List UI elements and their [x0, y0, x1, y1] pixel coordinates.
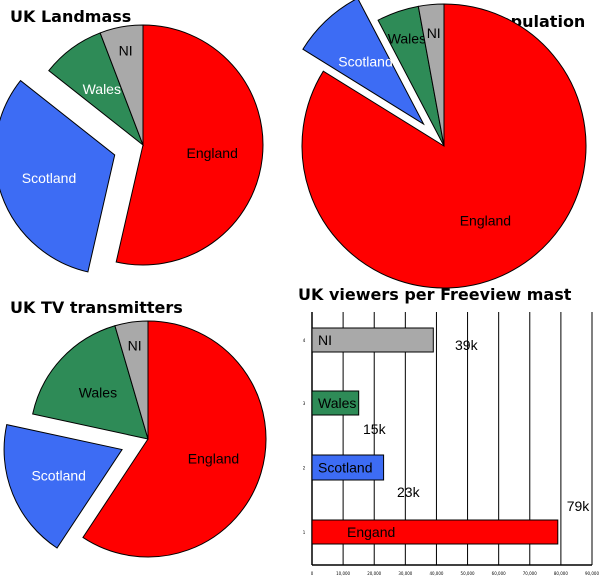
slice-label-ni: NI [128, 338, 142, 354]
slice-label-wales: Wales [83, 81, 121, 97]
value-label-wales: 15k [363, 421, 387, 437]
y-tick-label: 2 [303, 466, 306, 471]
pie-slice-scotland [0, 79, 116, 273]
slice-label-england: England [187, 145, 238, 161]
bar-label-ni: NI [318, 332, 332, 348]
bar-label-scotland: Scotland [318, 460, 372, 476]
bar-wales [311, 390, 360, 416]
pie-slice-scotland [302, 0, 425, 126]
slice-label-ni: NI [119, 43, 133, 59]
pie-slice-scotland [3, 424, 123, 549]
x-tick-label: 30,000 [398, 571, 412, 576]
landmass-pie: England Scotland Wales NI [0, 24, 264, 273]
bar-label-wales: Wales [318, 395, 356, 411]
value-label-engand: 79k [567, 498, 591, 514]
slice-label-ni: NI [427, 25, 441, 41]
transmitters-pie: England Scotland Wales NI [3, 320, 267, 558]
x-tick-label: 50,000 [461, 571, 475, 576]
x-tick-label: 70,000 [523, 571, 537, 576]
bar-engand [311, 519, 559, 545]
pie-slice-ni [114, 320, 149, 440]
pie-slice-ni [99, 24, 144, 146]
value-label-ni: 39k [455, 337, 479, 353]
x-tick-label: 20,000 [367, 571, 381, 576]
x-tick-label: 40,000 [429, 571, 443, 576]
slice-label-scotland: Scotland [22, 170, 76, 186]
pie-slice-england [82, 320, 267, 558]
pie-slice-ni [417, 3, 445, 147]
pie-slice-wales [32, 325, 149, 440]
slice-label-england: England [188, 451, 239, 467]
slice-label-scotland: Scotland [31, 467, 85, 483]
y-tick-label: 3 [303, 401, 306, 406]
viewers-bar-chart: 0 10,000 20,000 30,000 40,000 50,000 60,000 70,… [303, 312, 599, 576]
y-tick-label: 4 [303, 338, 306, 343]
bar-ni [311, 327, 434, 353]
landmass-title: UK Landmass [10, 7, 131, 26]
slice-label-wales: Wales [388, 31, 426, 47]
transmitters-title: UK TV transmitters [10, 298, 183, 317]
x-tick-label: 10,000 [336, 571, 350, 576]
population-pie: England Scotland Wales NI [301, 0, 587, 289]
viewers-title: UK viewers per Freeview mast [298, 285, 572, 304]
value-label-scotland: 23k [397, 484, 421, 500]
x-tick-label: 0 [311, 571, 314, 576]
x-tick-label: 90,000 [585, 571, 599, 576]
slice-label-scotland: Scotland [338, 54, 392, 70]
x-tick-label: 60,000 [492, 571, 506, 576]
slice-label-wales: Wales [79, 384, 117, 400]
pie-slice-england [301, 3, 587, 289]
slice-label-england: England [460, 212, 511, 228]
pie-slice-england [115, 24, 264, 266]
bar-label-engand: Engand [347, 524, 395, 540]
x-tick-label: 80,000 [554, 571, 568, 576]
y-tick-label: 1 [303, 530, 306, 535]
bar-scotland [311, 454, 385, 481]
